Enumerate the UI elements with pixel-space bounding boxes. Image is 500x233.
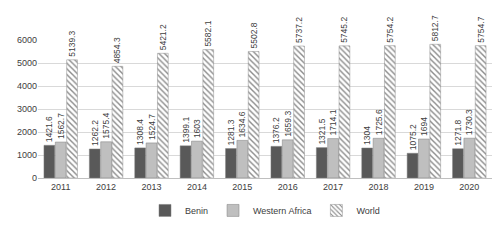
svg-text:1321.5: 1321.5 [317,118,327,144]
svg-text:1603: 1603 [192,119,202,138]
svg-text:2014: 2014 [187,182,207,192]
svg-text:1000: 1000 [17,150,37,160]
svg-text:1421.6: 1421.6 [44,116,54,142]
svg-text:5754.2: 5754.2 [385,16,395,42]
svg-text:5502.8: 5502.8 [249,22,259,48]
svg-text:6000: 6000 [17,35,37,45]
svg-text:2018: 2018 [368,182,388,192]
svg-text:1262.2: 1262.2 [90,120,100,146]
svg-text:1304: 1304 [362,126,372,145]
svg-text:1524.7: 1524.7 [147,114,157,140]
svg-text:2017: 2017 [323,182,343,192]
svg-text:1730.3: 1730.3 [464,109,474,135]
svg-text:5000: 5000 [17,58,37,68]
svg-text:1271.8: 1271.8 [453,119,463,145]
svg-text:2015: 2015 [232,182,252,192]
svg-text:2012: 2012 [96,182,116,192]
svg-text:0: 0 [32,173,37,183]
svg-text:1376.2: 1376.2 [271,117,281,143]
svg-text:1575.4: 1575.4 [101,112,111,138]
svg-text:1562.7: 1562.7 [56,113,66,139]
svg-text:2000: 2000 [17,127,37,137]
svg-text:5745.2: 5745.2 [339,17,349,43]
svg-text:5421.2: 5421.2 [158,24,168,50]
svg-text:2019: 2019 [414,182,434,192]
svg-text:2016: 2016 [278,182,298,192]
svg-text:1694: 1694 [419,117,429,136]
svg-text:2013: 2013 [141,182,161,192]
svg-text:1399.1: 1399.1 [181,117,191,143]
svg-text:1725.6: 1725.6 [374,109,384,135]
svg-text:1075.2: 1075.2 [408,124,418,150]
svg-text:2011: 2011 [51,182,70,192]
svg-text:1634.6: 1634.6 [237,111,247,137]
svg-text:Western Africa: Western Africa [253,206,311,216]
svg-text:3000: 3000 [17,104,37,114]
svg-text:2020: 2020 [459,182,479,192]
svg-text:4854.3: 4854.3 [112,37,122,63]
svg-text:4000: 4000 [17,81,37,91]
svg-text:5582.1: 5582.1 [203,20,213,46]
svg-text:5812.7: 5812.7 [430,15,440,41]
svg-text:1308.4: 1308.4 [135,119,145,145]
svg-text:World: World [356,206,379,216]
svg-text:Benin: Benin [185,206,208,216]
svg-text:5754.7: 5754.7 [476,16,486,42]
svg-text:5139.3: 5139.3 [67,31,77,57]
svg-text:1659.3: 1659.3 [283,111,293,137]
svg-text:1281.3: 1281.3 [226,119,236,145]
svg-text:5737.2: 5737.2 [294,17,304,43]
svg-text:1714.1: 1714.1 [328,109,338,135]
